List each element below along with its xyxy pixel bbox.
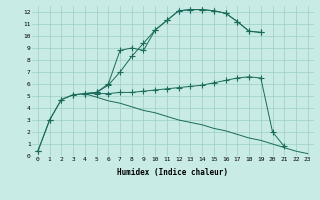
X-axis label: Humidex (Indice chaleur): Humidex (Indice chaleur) (117, 168, 228, 177)
